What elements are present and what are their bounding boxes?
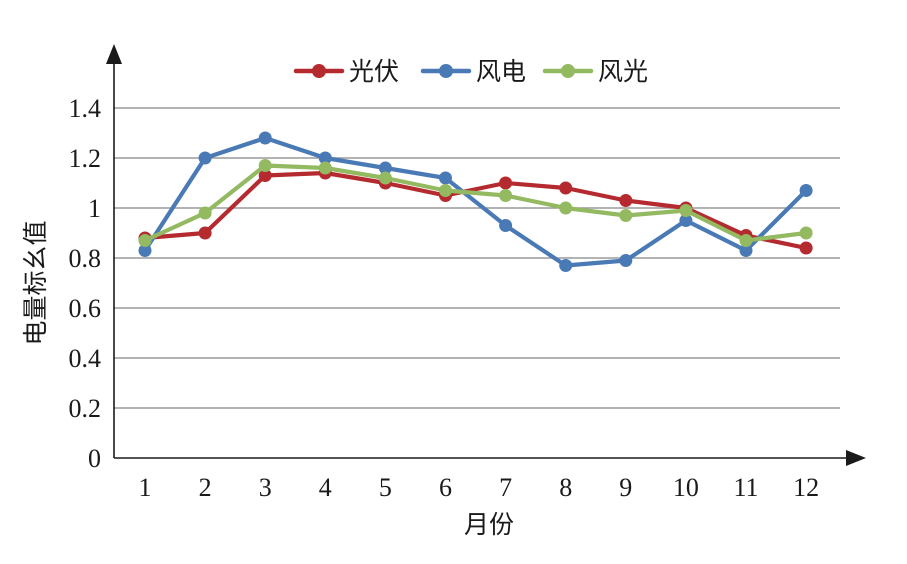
x-axis-arrow bbox=[846, 450, 866, 466]
data-point bbox=[138, 244, 152, 257]
y-tick-label: 0.6 bbox=[69, 294, 102, 323]
x-tick-label: 6 bbox=[439, 473, 452, 502]
data-point bbox=[619, 254, 633, 267]
x-tick-label: 7 bbox=[499, 473, 512, 502]
data-point bbox=[799, 184, 813, 197]
legend-marker bbox=[561, 64, 575, 78]
x-tick-label: 8 bbox=[559, 473, 572, 502]
y-tick-label: 1 bbox=[88, 194, 101, 223]
y-axis-title: 电量标幺值 bbox=[21, 220, 50, 345]
x-tick-labels: 1 2 3 4 5 6 7 8 9 10 11 12 bbox=[139, 473, 820, 502]
y-tick-label: 0.8 bbox=[69, 244, 102, 273]
x-tick-label: 11 bbox=[733, 473, 758, 502]
legend-label: 光伏 bbox=[349, 57, 399, 86]
data-point bbox=[799, 226, 813, 240]
data-point bbox=[799, 241, 813, 255]
data-point bbox=[619, 194, 633, 207]
data-point bbox=[559, 181, 573, 195]
x-tick-label: 2 bbox=[199, 473, 212, 502]
y-axis-arrow bbox=[106, 44, 122, 64]
data-point bbox=[559, 259, 573, 272]
legend-label: 风电 bbox=[476, 57, 526, 86]
data-point bbox=[499, 189, 513, 202]
data-point bbox=[559, 201, 573, 215]
axes bbox=[106, 44, 866, 466]
y-tick-label: 0.4 bbox=[69, 344, 102, 373]
data-point bbox=[318, 151, 332, 165]
legend-item: 光伏 bbox=[293, 57, 399, 86]
series-line bbox=[142, 135, 809, 268]
data-point bbox=[318, 161, 332, 175]
y-tick-label: 0.2 bbox=[69, 394, 102, 423]
x-axis-title: 月份 bbox=[464, 510, 514, 539]
legend-marker bbox=[439, 64, 453, 78]
legend-item: 风电 bbox=[420, 57, 526, 86]
series-group bbox=[138, 131, 813, 272]
data-point bbox=[439, 171, 452, 185]
data-point bbox=[679, 214, 693, 227]
x-tick-label: 12 bbox=[793, 473, 819, 502]
legend: 光伏 风电 风光 bbox=[293, 57, 648, 86]
y-tick-label: 1.2 bbox=[69, 144, 102, 173]
data-point bbox=[378, 171, 392, 185]
x-tick-label: 3 bbox=[259, 473, 272, 502]
series-1 bbox=[138, 166, 813, 255]
series-2 bbox=[138, 131, 813, 272]
x-tick-label: 1 bbox=[139, 473, 152, 502]
data-point bbox=[378, 161, 392, 175]
data-point bbox=[499, 176, 513, 190]
data-point bbox=[679, 204, 693, 217]
data-point bbox=[439, 184, 452, 197]
legend-item: 风光 bbox=[542, 57, 648, 86]
legend-label: 风光 bbox=[598, 57, 648, 86]
data-point bbox=[258, 131, 272, 145]
data-point bbox=[739, 234, 753, 247]
y-tick-labels: 0 0.2 0.4 0.6 0.8 1 1.2 1.4 bbox=[69, 94, 102, 473]
x-tick-label: 10 bbox=[673, 473, 699, 502]
x-tick-label: 9 bbox=[619, 473, 632, 502]
series-line bbox=[142, 163, 809, 243]
data-point bbox=[619, 209, 633, 222]
data-point bbox=[258, 159, 272, 172]
data-point bbox=[138, 234, 152, 247]
series-3 bbox=[138, 159, 813, 247]
data-point bbox=[198, 151, 212, 165]
x-tick-label: 5 bbox=[379, 473, 392, 502]
data-point bbox=[739, 244, 753, 257]
legend-marker bbox=[312, 64, 326, 78]
data-point bbox=[258, 169, 272, 182]
x-tick-label: 4 bbox=[319, 473, 332, 502]
y-tick-label: 0 bbox=[88, 444, 101, 473]
data-point bbox=[198, 226, 212, 240]
data-point bbox=[499, 219, 513, 232]
y-tick-label: 1.4 bbox=[69, 94, 102, 123]
data-point bbox=[198, 206, 212, 220]
series-line bbox=[142, 170, 809, 251]
gridlines bbox=[114, 107, 840, 409]
